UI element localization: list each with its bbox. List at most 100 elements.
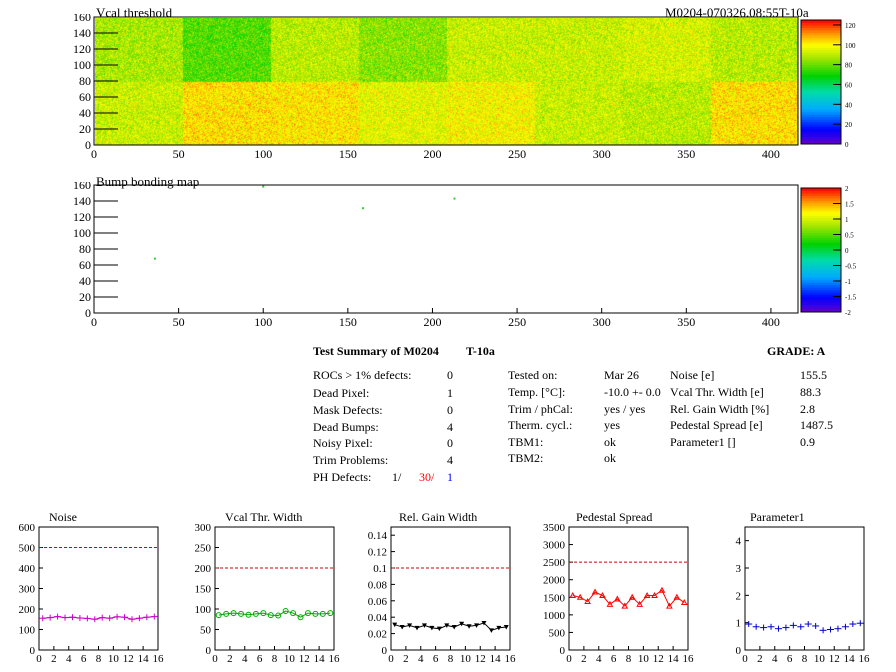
map1-colorbar-cell [801,54,841,58]
map2-colorbar-label: -0.5 [845,263,857,271]
map1-y-tick-label: 80 [79,74,91,88]
noise-point [91,616,99,623]
pedestal-point [680,599,688,606]
param-value: 0.9 [800,435,815,449]
map2-y-tick-label: 0 [85,306,91,320]
map2-colorbar-cell [801,289,841,293]
gain-point [466,624,472,629]
map2-defect-pixel [453,197,456,200]
param1-x-tick-label: 4 [772,653,778,665]
map2-colorbar-cell [801,292,841,296]
map2-colorbar-cell [801,188,841,191]
map1-x-tick-label: 150 [339,147,357,161]
vcal-series-line [218,610,331,618]
pedestal-x-tick-label: 4 [596,653,602,665]
map1-colorbar-cell [801,52,841,56]
map2-colorbar-label: 1 [845,216,849,224]
map2-colorbar-cell [801,284,841,288]
param1-point [827,626,835,633]
map2-colorbar-cell [801,242,841,246]
pedestal-x-tick-label: 0 [566,653,572,665]
map1-colorbar-cell [801,24,841,28]
param1-point [849,621,857,628]
ph-defects-value-1: 1/ [392,470,402,484]
vcal-x-tick-label: 4 [242,653,248,665]
map2-colorbar-cell [801,237,841,241]
vcal-point [290,610,297,617]
defect-value: 0 [447,368,453,382]
defect-label: Noisy Pixel: [313,436,373,450]
map2-colorbar-cell [801,215,841,219]
defect-value: 0 [447,403,453,417]
map1-x-tick-label: 100 [254,147,272,161]
map1-colorbar-cell [801,134,841,138]
map2-colorbar-cell [801,259,841,263]
map1-colorbar-cell [801,106,841,110]
map2-colorbar-cell [801,287,841,291]
noise-x-tick-label: 2 [51,653,57,665]
map1-colorbar-cell [801,131,841,135]
noise-point [121,614,129,621]
pedestal-x-tick-label: 12 [653,653,664,665]
map1-colorbar-label: 120 [845,22,856,30]
map1-y-tick-label: 40 [79,106,91,120]
gain-point [488,628,494,633]
gain-point [444,623,450,628]
map2-defect-pixel [362,207,365,210]
noise-y-tick-label: 500 [19,543,36,555]
map1-colorbar-cell [801,72,841,76]
condition-value: Mar 26 [604,368,639,382]
map2-colorbar-cell [801,264,841,268]
param1-x-tick-label: 6 [787,653,793,665]
map2-colorbar-cell [801,257,841,261]
noise-point [150,613,158,620]
vcal-point [245,611,252,618]
vcal-x-tick-label: 2 [227,653,233,665]
noise-point [46,614,54,621]
vcal-x-tick-label: 8 [272,653,278,665]
condition-label: TBM1: [508,435,544,449]
param1-point [797,623,805,630]
map2-colorbar-cell [801,304,841,308]
map2-y-tick-label: 140 [73,194,91,208]
gain-y-tick-label: 0.04 [368,612,388,624]
map2-x-tick-label: 350 [677,315,695,329]
vcal-frame [214,526,335,651]
gain-point [459,621,465,627]
map2-colorbar-cell [801,192,841,196]
pedestal-spread-plot: 0 2 4 6 8 10 12 14 16050010001500200025003000350… [543,522,694,665]
map2-colorbar-label: 0.5 [845,232,854,240]
map1-colorbar-cell [801,69,841,73]
ph-defects-value-3: 1 [447,470,453,484]
map2-x-tick-label: 300 [593,315,611,329]
noise-x-tick-label: 8 [96,653,102,665]
map1-colorbar-cell [801,77,841,81]
condition-value: ok [604,435,616,449]
map1-colorbar-cell [801,94,841,98]
param1-point [789,622,797,629]
noise-x-tick-label: 16 [153,653,165,665]
pedestal-point [658,586,666,593]
map1-colorbar-frame [800,19,842,145]
map1-colorbar-cell [801,119,841,123]
map1-colorbar-cell [801,111,841,115]
map2-colorbar-cell [801,262,841,266]
noise-x-tick-label: 0 [36,653,42,665]
param-label: Noise [e] [670,368,715,382]
pedestal-x-tick-label: 8 [626,653,632,665]
vcal-y-tick-label: 100 [195,604,212,616]
defect-value: 0 [447,436,453,450]
defect-value: 1 [447,386,453,400]
ph-defects-label: PH Defects: [313,470,372,484]
gain-point [414,625,420,631]
noise-y-tick-label: 200 [19,604,36,616]
gain-y-tick-label: 0.02 [368,629,387,641]
map1-x-tick-label: 300 [593,147,611,161]
map2-x-tick-label: 0 [91,315,97,329]
vcal-point [252,610,259,617]
map1-title: Vcal threshold [96,5,173,20]
gain-point [496,625,502,631]
map2-y-tick-label: 80 [79,242,91,256]
defect-label: Trim Problems: [313,453,389,467]
